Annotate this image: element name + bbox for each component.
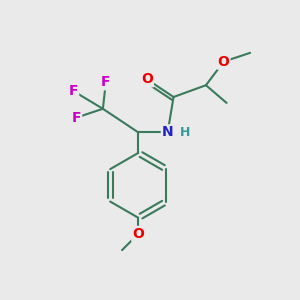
Text: F: F: [72, 111, 81, 124]
Text: H: H: [180, 126, 190, 139]
Text: O: O: [132, 227, 144, 241]
Text: N: N: [162, 125, 173, 139]
Text: O: O: [218, 55, 230, 69]
Text: F: F: [101, 75, 111, 89]
Text: O: O: [141, 72, 153, 86]
Text: F: F: [69, 84, 78, 98]
